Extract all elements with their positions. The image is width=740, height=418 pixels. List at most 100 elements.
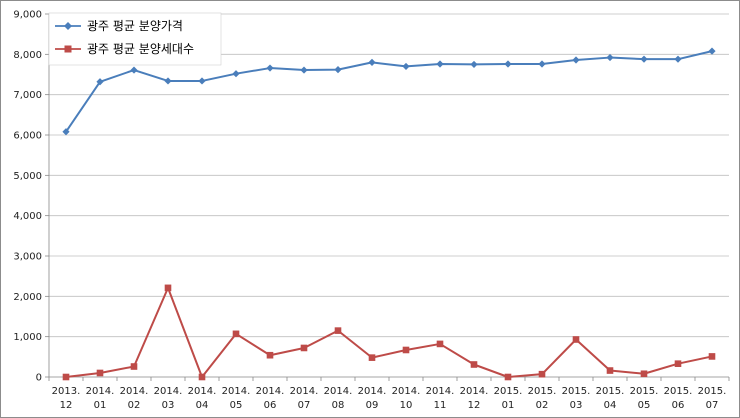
y-tick-label: 6,000 xyxy=(13,131,42,142)
data-point xyxy=(674,55,682,63)
data-point xyxy=(62,373,70,381)
x-tick-label-year: 2014. xyxy=(256,386,285,397)
x-tick-label-year: 2015. xyxy=(630,386,659,397)
x-tick-label-year: 2014. xyxy=(120,386,149,397)
data-point xyxy=(640,55,648,63)
data-point xyxy=(606,367,614,374)
x-tick-label-year: 2014. xyxy=(86,386,115,397)
x-tick-label-year: 2014. xyxy=(324,386,353,397)
legend-box xyxy=(48,12,222,66)
x-tick-label-month: 03 xyxy=(162,400,175,411)
data-point xyxy=(436,340,444,348)
data-point xyxy=(538,370,546,378)
legend-label-series-2: 광주 평균 분양세대수 xyxy=(87,42,194,56)
data-point xyxy=(96,78,104,86)
data-point xyxy=(334,66,342,74)
x-tick-label-month: 12 xyxy=(468,400,481,411)
data-point xyxy=(368,354,376,361)
x-tick-label-year: 2014. xyxy=(426,386,455,397)
data-point xyxy=(402,346,410,354)
x-tick-label-year: 2013. xyxy=(52,386,81,397)
x-tick-label-year: 2015. xyxy=(664,386,693,397)
x-tick-label-month: 10 xyxy=(400,400,413,411)
data-point xyxy=(334,327,342,334)
x-tick-label-year: 2014. xyxy=(358,386,387,397)
legend-label-series-1: 광주 평균 분양가격 xyxy=(87,19,183,33)
y-tick-label: 1,000 xyxy=(13,332,42,343)
data-point xyxy=(606,53,614,62)
x-tick-label-year: 2014. xyxy=(460,386,489,397)
x-tick-label-year: 2015. xyxy=(698,386,727,397)
data-point xyxy=(300,66,308,74)
data-point xyxy=(572,336,580,343)
x-tick-label-month: 01 xyxy=(502,400,515,411)
x-tick-label-month: 02 xyxy=(128,400,141,411)
x-tick-label-month: 05 xyxy=(230,400,243,411)
series-line xyxy=(65,286,713,378)
data-point xyxy=(402,62,410,71)
data-point xyxy=(640,370,648,378)
x-tick-label-month: 04 xyxy=(604,400,617,411)
x-tick-label-year: 2015. xyxy=(562,386,591,397)
x-tick-label-month: 11 xyxy=(434,400,447,411)
y-tick-label: 0 xyxy=(36,373,42,384)
data-point xyxy=(708,47,716,55)
data-point xyxy=(504,60,512,68)
data-point xyxy=(198,373,206,381)
x-tick-label-month: 06 xyxy=(672,400,685,411)
legend: 광주 평균 분양가격 광주 평균 분양세대수 xyxy=(48,12,222,66)
gridlines xyxy=(49,13,729,338)
data-point xyxy=(266,351,274,359)
x-tick-label-month: 12 xyxy=(60,400,73,411)
y-tick-label: 4,000 xyxy=(13,211,42,222)
data-point xyxy=(504,373,512,381)
x-tick-label-month: 03 xyxy=(570,400,583,411)
data-point xyxy=(674,360,682,367)
legend-diamond-marker-icon xyxy=(64,22,72,30)
y-tick-label: 2,000 xyxy=(13,292,42,303)
legend-item-series-2: 광주 평균 분양세대수 xyxy=(55,42,194,56)
data-point xyxy=(266,64,274,72)
x-tick-label-year: 2014. xyxy=(188,386,217,397)
y-tick-label: 7,000 xyxy=(13,90,42,101)
x-tick-label-month: 09 xyxy=(366,400,379,411)
data-point xyxy=(232,330,240,338)
x-tick-label-month: 07 xyxy=(298,400,311,411)
data-point xyxy=(300,344,308,352)
x-tick-label-year: 2015. xyxy=(596,386,625,397)
x-tick-label-month: 02 xyxy=(536,400,549,411)
x-tick-label-month: 06 xyxy=(264,400,277,411)
series-2 xyxy=(62,284,716,381)
data-point xyxy=(198,77,206,85)
x-tick-label-month: 04 xyxy=(196,400,209,411)
series xyxy=(62,47,716,381)
data-point xyxy=(164,284,172,292)
x-tick-label-month: 01 xyxy=(94,400,107,411)
x-tick-label-month: 07 xyxy=(706,400,719,411)
x-tick-label-year: 2014. xyxy=(290,386,319,397)
data-point xyxy=(368,58,376,66)
data-point xyxy=(470,361,478,368)
data-point xyxy=(164,77,172,85)
y-tick-label: 5,000 xyxy=(13,171,42,182)
x-axis-tick-labels: 2013. 12 2014. 01 2014. 02 2014. 03 2014. 04 2014.… xyxy=(52,386,727,411)
x-tick-label-month: 05 xyxy=(638,400,651,411)
y-tick-label: 3,000 xyxy=(13,252,42,263)
data-point xyxy=(232,70,240,78)
data-point xyxy=(708,353,716,360)
x-tick-label-month: 08 xyxy=(332,400,345,411)
x-tick-label-year: 2015. xyxy=(528,386,557,397)
x-tick-label-year: 2015. xyxy=(494,386,523,397)
data-point xyxy=(470,60,478,69)
data-point xyxy=(436,60,444,68)
legend-square-marker-icon xyxy=(64,45,72,53)
x-tick-label-year: 2014. xyxy=(392,386,421,397)
series-line xyxy=(65,50,713,133)
data-point xyxy=(538,60,546,68)
series-1 xyxy=(62,47,716,136)
y-tick-label: 8,000 xyxy=(13,50,42,61)
legend-item-series-1: 광주 평균 분양가격 xyxy=(55,19,183,33)
data-point xyxy=(130,66,138,74)
